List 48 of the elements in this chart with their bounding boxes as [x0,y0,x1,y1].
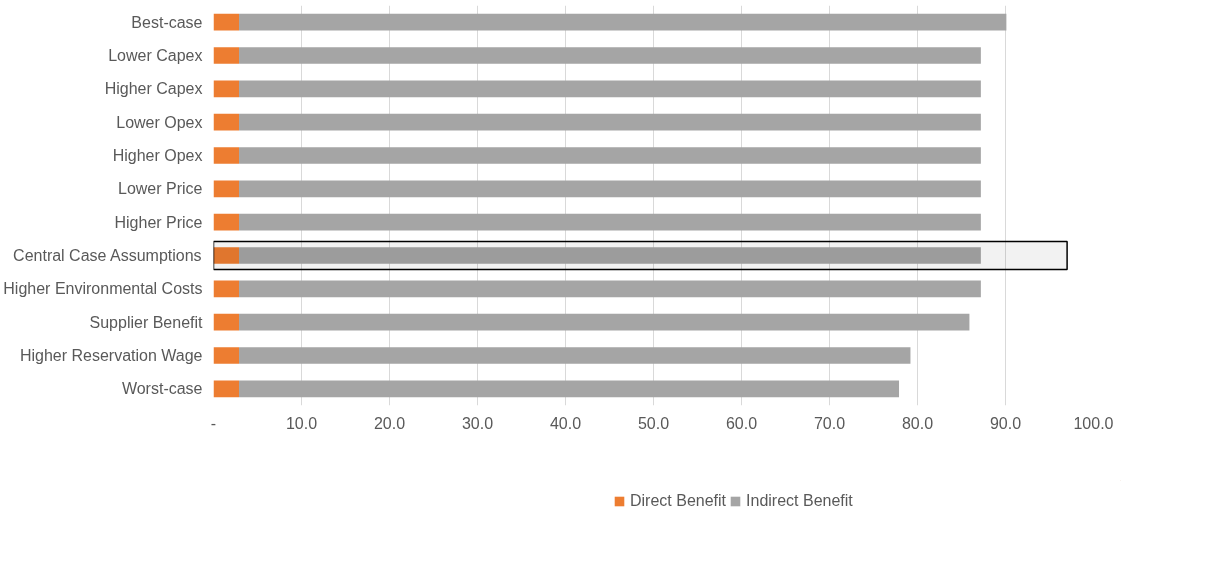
y-tick-label: Central Case Assumptions [13,247,202,264]
bar [239,47,981,64]
legend-label: Indirect Benefit [746,492,853,510]
y-tick-label: Lower Price [118,180,203,198]
bar [213,247,240,264]
bar [239,380,900,398]
bar [239,280,981,298]
x-tick-label: 10.0 [285,414,318,432]
bar [213,13,240,31]
x-tick-label: 100.0 [1073,414,1114,432]
bar [213,313,240,331]
bar [239,213,981,231]
x-tick-label: 40.0 [549,414,582,432]
x-tick-label: 70.0 [813,414,846,432]
y-tick-label: Higher Capex [104,80,203,98]
bar [213,213,240,231]
x-tick-label: 90.0 [989,414,1022,432]
y-tick-label: Higher Opex [112,147,203,164]
y-tick-label: Supplier Benefit [89,313,204,331]
bar [213,47,240,64]
bar [239,13,1007,31]
x-tick-label: 60.0 [725,414,758,432]
bar [213,280,240,298]
bar [239,180,981,198]
bar [239,313,970,331]
x-tick-label: - [210,414,217,432]
y-tick-label: Lower Opex [116,113,203,131]
bar [213,113,240,131]
y-tick-label: Best-case [131,13,203,31]
x-tick-label: 50.0 [637,414,670,432]
bar [213,380,240,398]
bar [213,347,240,364]
legend-label: Direct Benefit [630,492,727,510]
y-tick-label: Higher Environmental Costs [3,280,203,298]
bar [213,80,240,98]
bar [239,80,981,98]
bar [213,147,240,164]
x-tick-label: 30.0 [461,414,494,432]
y-tick-label: Lower Capex [108,47,203,64]
x-tick-label: 80.0 [901,414,934,432]
x-tick-label: 20.0 [373,414,406,432]
y-tick-label: Worst-case [121,380,203,398]
y-tick-label: Higher Reservation Wage [19,347,203,364]
bar [239,113,981,131]
bar [213,180,240,198]
y-tick-label: Higher Price [114,213,203,231]
bar [239,147,981,164]
bar [239,347,911,364]
